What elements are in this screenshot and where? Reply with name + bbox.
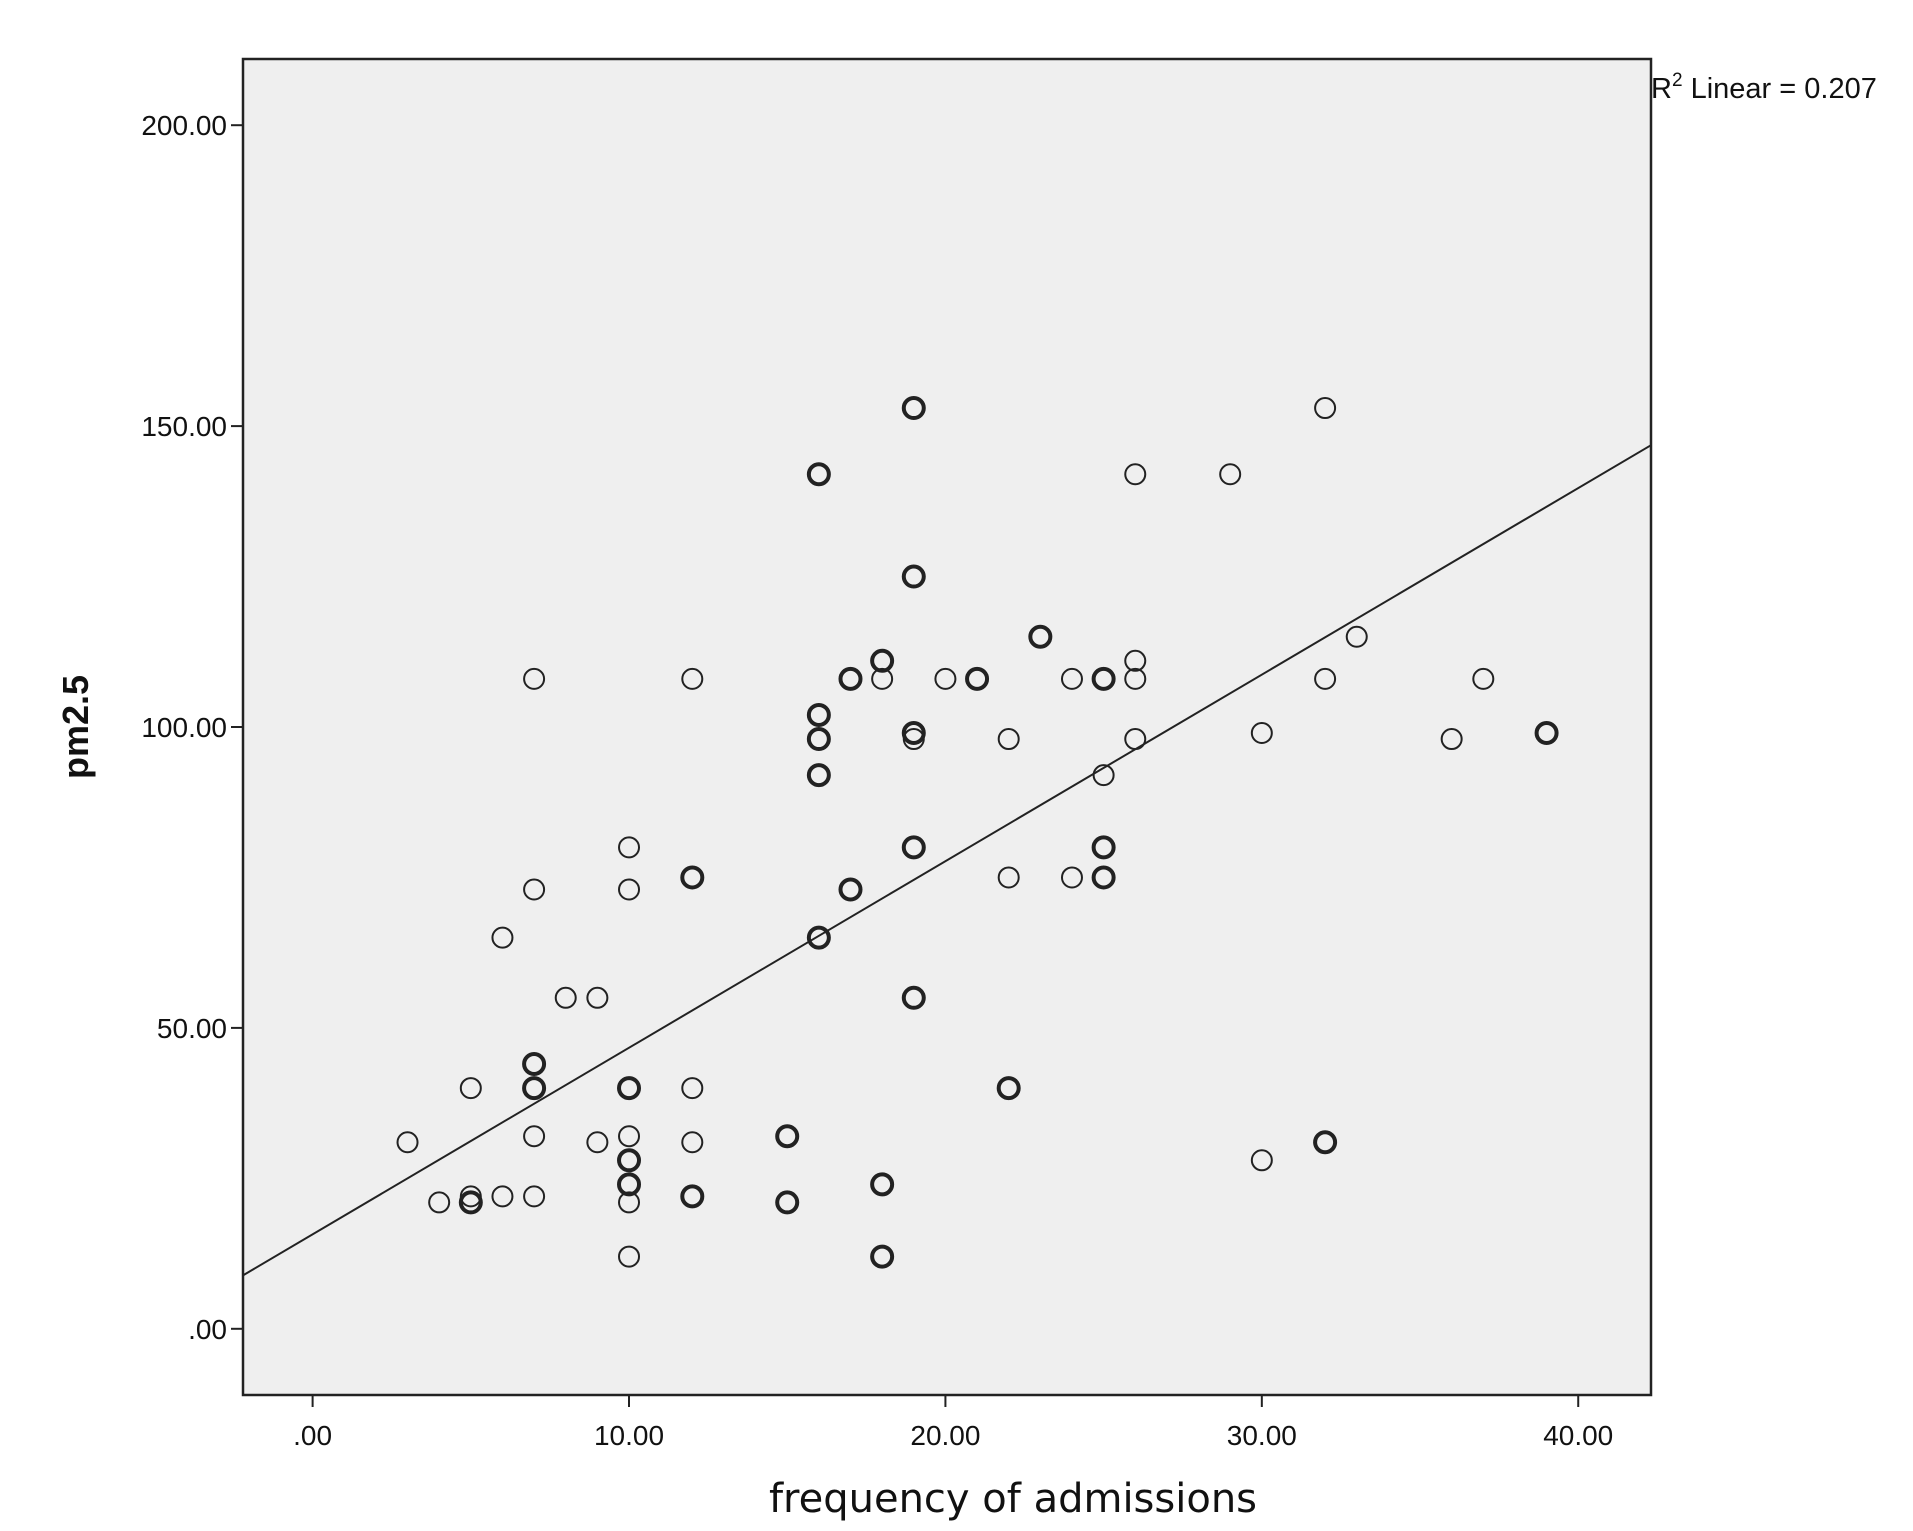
svg-text:R2 Linear = 0.207: R2 Linear = 0.207 xyxy=(1651,70,1877,105)
data-point xyxy=(1314,397,1337,420)
data-point xyxy=(523,878,546,901)
data-point xyxy=(1440,728,1463,751)
data-point xyxy=(901,396,926,421)
y-tick-label: 100.00 xyxy=(141,712,227,743)
data-point xyxy=(901,564,926,589)
data-point xyxy=(870,1172,895,1197)
y-axis: .00 50.00 100.00 150.00 200.00 xyxy=(141,110,243,1345)
data-point xyxy=(1250,722,1273,745)
data-point xyxy=(806,925,831,950)
data-point xyxy=(458,1190,483,1215)
data-point xyxy=(1219,463,1242,486)
data-point xyxy=(618,878,641,901)
data-point xyxy=(522,1052,547,1077)
data-point xyxy=(996,1076,1021,1101)
data-point xyxy=(681,667,704,690)
data-point xyxy=(1345,625,1368,648)
plot-area xyxy=(241,57,1653,1397)
r-squared-annotation: R2 Linear = 0.207 xyxy=(1651,70,1877,105)
data-point xyxy=(1092,764,1115,787)
x-axis: .00 10.00 20.00 30.00 40.00 xyxy=(293,1395,1613,1451)
data-point xyxy=(1534,721,1559,746)
data-point xyxy=(586,1131,609,1154)
r2-superscript: 2 xyxy=(1672,70,1683,91)
data-point xyxy=(523,1185,546,1208)
data-point xyxy=(838,877,863,902)
data-point xyxy=(1124,667,1147,690)
x-tick-label: 40.00 xyxy=(1543,1420,1613,1451)
x-tick-label: 10.00 xyxy=(594,1420,664,1451)
data-point xyxy=(1314,667,1337,690)
data-point xyxy=(491,926,514,949)
data-point xyxy=(775,1190,800,1215)
data-points xyxy=(396,396,1559,1269)
data-point xyxy=(459,1077,482,1100)
r2-text: Linear = 0.207 xyxy=(1683,73,1877,105)
x-tick-label: 30.00 xyxy=(1227,1420,1297,1451)
data-point xyxy=(522,1076,547,1101)
y-axis-title: pm2.5 xyxy=(55,675,96,779)
data-point xyxy=(618,1125,641,1148)
x-tick-label: .00 xyxy=(293,1420,332,1451)
data-point xyxy=(870,648,895,673)
data-point xyxy=(1313,1130,1338,1155)
data-point xyxy=(586,986,609,1009)
data-point xyxy=(1124,728,1147,751)
y-tick-label: 200.00 xyxy=(141,110,227,141)
data-point xyxy=(901,835,926,860)
y-tick-label: .00 xyxy=(188,1314,227,1345)
data-point xyxy=(1091,666,1116,691)
r2-prefix: R xyxy=(1651,73,1672,105)
data-point xyxy=(554,986,577,1009)
data-point xyxy=(1124,649,1147,672)
data-point xyxy=(1124,463,1147,486)
data-point xyxy=(618,1245,641,1268)
data-point xyxy=(901,985,926,1010)
data-point xyxy=(997,866,1020,889)
data-point xyxy=(396,1131,419,1154)
data-point xyxy=(901,721,926,746)
x-axis-title: frequency of admissions xyxy=(769,1476,1257,1522)
data-point xyxy=(1250,1149,1273,1172)
data-point xyxy=(965,666,990,691)
data-point xyxy=(1028,624,1053,649)
data-point xyxy=(806,763,831,788)
data-point xyxy=(1060,866,1083,889)
data-point xyxy=(1091,835,1116,860)
data-point xyxy=(838,666,863,691)
data-point xyxy=(523,1125,546,1148)
data-point xyxy=(680,1184,705,1209)
data-point xyxy=(775,1124,800,1149)
data-point xyxy=(459,1185,482,1208)
data-point xyxy=(617,1172,642,1197)
data-point xyxy=(806,727,831,752)
data-point xyxy=(870,1244,895,1269)
data-point xyxy=(491,1185,514,1208)
data-point xyxy=(618,836,641,859)
fit-line xyxy=(242,444,1652,1277)
data-point xyxy=(1060,667,1083,690)
data-point xyxy=(523,667,546,690)
y-tick-label: 150.00 xyxy=(141,411,227,442)
data-point xyxy=(681,1077,704,1100)
data-point xyxy=(806,702,831,727)
data-point xyxy=(1472,667,1495,690)
data-point xyxy=(997,728,1020,751)
fit-line-group xyxy=(242,444,1652,1277)
data-point xyxy=(806,462,831,487)
data-point xyxy=(680,865,705,890)
data-point xyxy=(617,1076,642,1101)
data-point xyxy=(428,1191,451,1214)
data-point xyxy=(681,1131,704,1154)
x-tick-label: 20.00 xyxy=(910,1420,980,1451)
data-point xyxy=(617,1148,642,1173)
y-tick-label: 50.00 xyxy=(157,1013,227,1044)
data-point xyxy=(1091,865,1116,890)
data-point xyxy=(934,667,957,690)
